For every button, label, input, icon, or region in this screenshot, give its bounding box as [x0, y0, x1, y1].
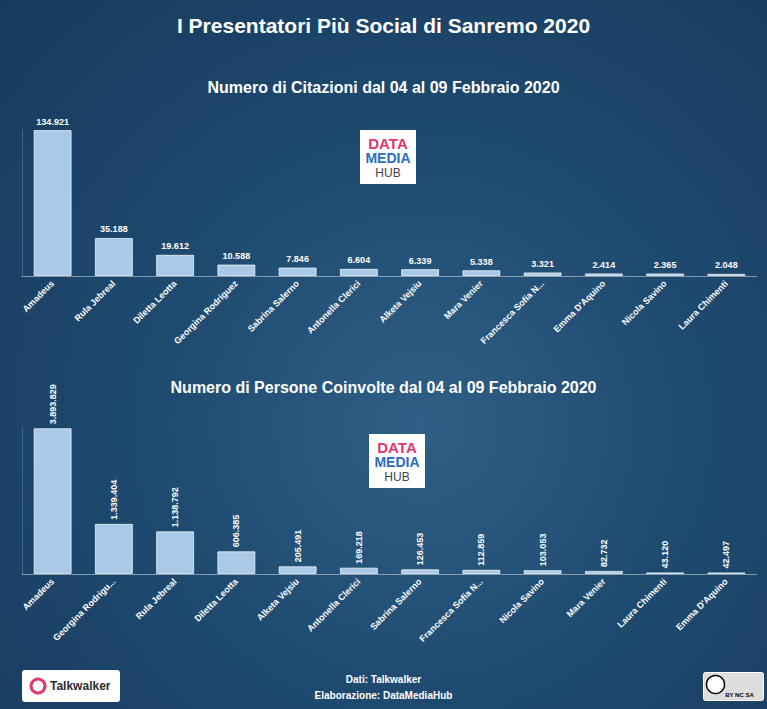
svg-text:82.732: 82.732: [599, 539, 609, 567]
svg-text:Rula Jebreal: Rula Jebreal: [73, 278, 118, 323]
svg-text:Numero di Persone Coinvolte da: Numero di Persone Coinvolte dal 04 al 09…: [171, 379, 597, 396]
svg-text:134.921: 134.921: [36, 117, 69, 127]
svg-text:Georgina Rodrigu...: Georgina Rodrigu...: [51, 576, 117, 642]
svg-text:Diletta Leotta: Diletta Leotta: [193, 576, 241, 624]
svg-text:Sabrina Salerno: Sabrina Salerno: [246, 278, 302, 334]
svg-text:Dati: Talkwalker: Dati: Talkwalker: [346, 674, 422, 685]
svg-text:Elaborazione: DataMediaHub: Elaborazione: DataMediaHub: [315, 690, 453, 701]
svg-text:Sabrina Salerno: Sabrina Salerno: [368, 576, 424, 632]
svg-text:Diletta Leotta: Diletta Leotta: [131, 278, 179, 326]
svg-text:Alketa Vejsiu: Alketa Vejsiu: [377, 278, 423, 324]
svg-text:MEDIA: MEDIA: [365, 150, 410, 166]
svg-text:Antonella Clerici: Antonella Clerici: [305, 278, 362, 335]
svg-text:I Presentatori Più Social di S: I Presentatori Più Social di Sanremo 202…: [177, 14, 590, 37]
svg-text:Amadeus: Amadeus: [20, 278, 56, 314]
svg-text:Emma D'Aquino: Emma D'Aquino: [674, 576, 730, 632]
svg-text:HUB: HUB: [384, 470, 409, 484]
svg-text:Mara Venier: Mara Venier: [442, 278, 485, 321]
svg-text:Emma D'Aquino: Emma D'Aquino: [552, 278, 608, 334]
svg-text:Francesca Sofia N...: Francesca Sofia N...: [417, 576, 484, 643]
svg-text:2.365: 2.365: [654, 260, 677, 270]
svg-text:Alketa Vejsiu: Alketa Vejsiu: [255, 576, 301, 622]
svg-text:3.893.829: 3.893.829: [48, 384, 58, 424]
svg-text:BY NC SA: BY NC SA: [725, 692, 754, 698]
svg-text:HUB: HUB: [375, 166, 400, 180]
svg-text:Rula Jebreal: Rula Jebreal: [134, 576, 179, 621]
svg-text:3.321: 3.321: [531, 259, 554, 269]
svg-text:1.339.404: 1.339.404: [109, 480, 119, 520]
svg-text:5.338: 5.338: [470, 257, 493, 267]
svg-text:Francesca Sofia N...: Francesca Sofia N...: [479, 278, 546, 345]
svg-text:205.491: 205.491: [293, 530, 303, 563]
svg-text:112.859: 112.859: [476, 534, 486, 566]
svg-text:19.612: 19.612: [161, 241, 189, 251]
svg-text:126.453: 126.453: [415, 533, 425, 566]
svg-text:Numero di Citazioni dal 04 al: Numero di Citazioni dal 04 al 09 Febbrai…: [207, 79, 559, 96]
svg-text:Georgina Rodriguez: Georgina Rodriguez: [172, 278, 240, 346]
svg-text:Laura Chimenti: Laura Chimenti: [677, 278, 730, 331]
svg-text:2.048: 2.048: [715, 260, 738, 270]
svg-text:1.138.792: 1.138.792: [170, 487, 180, 527]
svg-text:Talkwalker: Talkwalker: [50, 679, 111, 693]
svg-text:10.588: 10.588: [223, 251, 251, 261]
svg-text:MEDIA: MEDIA: [374, 454, 419, 470]
svg-text:42.497: 42.497: [721, 541, 731, 569]
svg-text:Nicola Savino: Nicola Savino: [620, 278, 669, 327]
svg-text:Antonella Clerici: Antonella Clerici: [305, 576, 362, 633]
svg-text:6.339: 6.339: [409, 256, 432, 266]
svg-text:Amadeus: Amadeus: [20, 576, 56, 612]
svg-text:606.385: 606.385: [231, 515, 241, 548]
svg-text:2.414: 2.414: [593, 260, 616, 270]
svg-text:Mara Venier: Mara Venier: [565, 576, 608, 619]
svg-text:6.604: 6.604: [348, 255, 371, 265]
svg-text:35.188: 35.188: [100, 224, 128, 234]
svg-text:7.846: 7.846: [286, 254, 309, 264]
svg-text:Laura Chimenti: Laura Chimenti: [615, 576, 668, 629]
svg-text:DATA: DATA: [377, 439, 417, 456]
svg-text:43.120: 43.120: [660, 541, 670, 569]
svg-text:103.053: 103.053: [538, 534, 548, 567]
svg-text:169.218: 169.218: [354, 531, 364, 564]
svg-text:Nicola Savino: Nicola Savino: [497, 576, 546, 625]
svg-text:DATA: DATA: [368, 135, 408, 152]
